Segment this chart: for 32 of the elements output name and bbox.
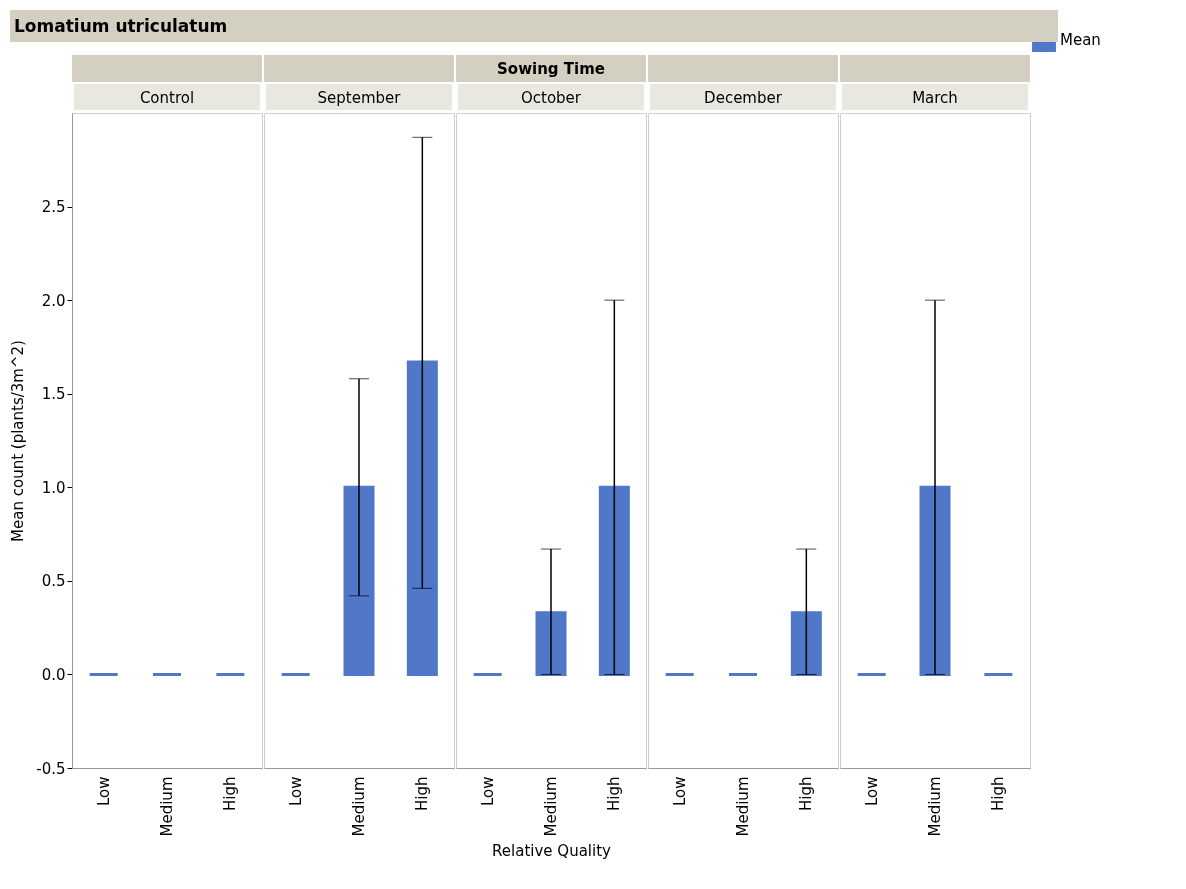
x-tick-label: Low: [670, 776, 689, 807]
x-tick-label: High: [797, 776, 816, 811]
y-tick-label: 1.5: [41, 385, 66, 404]
y-axis-title: Mean count (plants/3m^2): [9, 340, 28, 542]
x-axis-title: Relative Quality: [492, 842, 612, 861]
chart-title: October: [520, 89, 582, 107]
chart-title: March: [912, 89, 958, 107]
x-tick-label: High: [989, 776, 1008, 811]
y-tick-label: 2.0: [41, 291, 66, 310]
y-tick-label: -0.5: [36, 759, 66, 778]
x-tick-label: High: [605, 776, 624, 811]
y-tick-label: 0.5: [41, 572, 66, 591]
text: Sowing Time: [497, 60, 605, 78]
x-tick-label: High: [413, 776, 432, 811]
x-tick-label: Medium: [158, 776, 176, 837]
legend-label: Mean: [1060, 31, 1101, 49]
x-tick-label: Medium: [542, 776, 560, 837]
x-tick-label: Medium: [926, 776, 944, 837]
y-tick-label: 1.0: [41, 478, 66, 497]
text: Lomatium utriculatum: [10, 10, 1058, 42]
y-tick-label: 2.5: [41, 198, 66, 217]
chart-title: December: [704, 89, 783, 107]
x-tick-label: High: [221, 776, 240, 811]
x-tick-label: Low: [478, 776, 497, 807]
x-tick-label: Medium: [734, 776, 752, 837]
x-tick-label: Low: [94, 776, 113, 807]
x-tick-label: Low: [286, 776, 305, 807]
y-tick-label: 0.0: [41, 665, 66, 684]
chart-title: September: [317, 89, 402, 107]
x-tick-label: Low: [862, 776, 881, 807]
chart-title: Control: [139, 89, 195, 107]
x-tick-label: Medium: [350, 776, 368, 837]
